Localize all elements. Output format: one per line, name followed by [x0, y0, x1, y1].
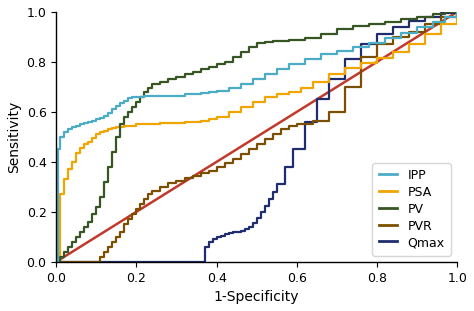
- Y-axis label: Sensitivity: Sensitivity: [7, 101, 21, 173]
- X-axis label: 1-Specificity: 1-Specificity: [214, 290, 300, 304]
- Legend: IPP, PSA, PV, PVR, Qmax: IPP, PSA, PV, PVR, Qmax: [373, 163, 451, 256]
